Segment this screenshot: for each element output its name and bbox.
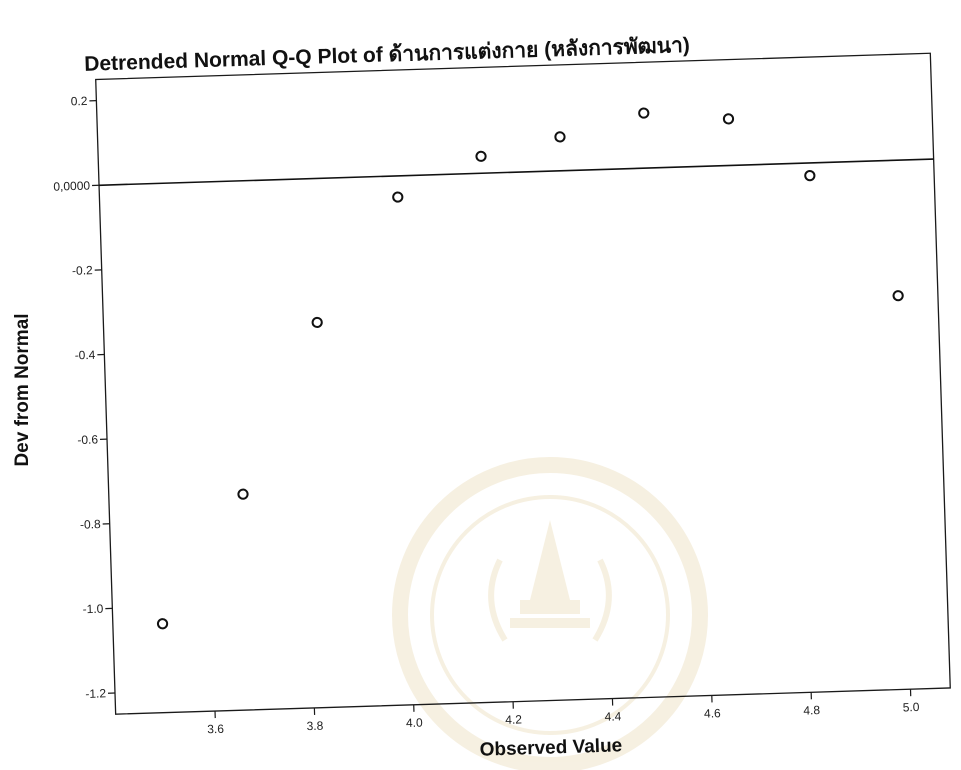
y-axis: 0.2 0,0000 -0.2 -0.4 -0.6 -0.8 -1.0 -1.2 <box>53 94 116 701</box>
watermark-seal-logo <box>392 457 708 770</box>
data-points <box>156 107 904 630</box>
data-point <box>722 113 735 125</box>
data-point <box>638 107 650 119</box>
x-tick-label: 4.8 <box>803 703 820 718</box>
x-tick-label: 3.6 <box>207 722 224 737</box>
data-point <box>804 170 816 182</box>
data-point <box>311 316 323 329</box>
x-tick-label: 3.8 <box>306 719 323 734</box>
x-tick-label: 4.4 <box>604 709 621 724</box>
x-tick-label: 4.2 <box>505 712 522 727</box>
y-axis-title: Dev from Normal <box>12 313 33 466</box>
y-tick-label: -0.2 <box>72 263 93 278</box>
x-tick-label: 5.0 <box>903 700 920 715</box>
data-point <box>237 488 249 500</box>
y-tick-label: -0.4 <box>74 348 95 363</box>
data-point <box>156 618 169 630</box>
x-tick-label: 4.0 <box>406 716 423 731</box>
chart-title: Detrended Normal Q-Q Plot of ด้านการแต่ง… <box>84 33 690 76</box>
y-tick-label: 0,0000 <box>53 179 90 194</box>
x-tick-label: 4.6 <box>704 706 721 721</box>
y-tick-label: -1.2 <box>85 686 106 701</box>
y-tick-label: -1.0 <box>82 602 103 617</box>
reference-line <box>99 158 934 187</box>
plot-area: Detrended Normal Q-Q Plot of ด้านการแต่ง… <box>53 33 951 761</box>
x-axis-title: Observed Value <box>479 735 622 760</box>
data-point <box>892 290 904 302</box>
data-point <box>392 191 404 203</box>
y-tick-label: 0.2 <box>70 94 87 109</box>
data-point <box>475 150 487 162</box>
data-point <box>554 131 566 143</box>
y-tick-label: -0.8 <box>80 517 101 532</box>
x-axis: 3.6 3.8 4.0 4.2 4.4 4.6 4.8 5.0 <box>207 689 920 736</box>
y-tick-label: -0.6 <box>77 432 98 447</box>
plot-frame <box>95 52 951 715</box>
